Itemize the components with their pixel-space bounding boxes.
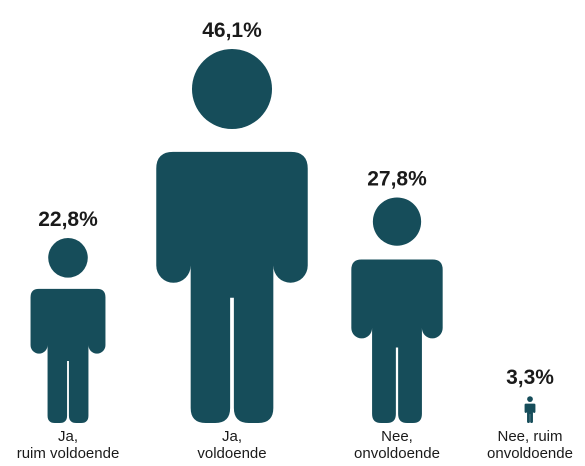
- category-label-3-line-2: onvoldoende: [354, 445, 440, 462]
- value-label-3: 27,8%: [367, 167, 427, 190]
- category-label-2-line-1: Ja,: [222, 428, 242, 445]
- person-body: [524, 403, 536, 423]
- value-label-2: 46,1%: [202, 19, 262, 42]
- person-figure-4: [524, 396, 536, 423]
- person-figure-2: [156, 48, 308, 423]
- category-label-1-line-2: ruim voldoende: [17, 445, 120, 462]
- person-head: [48, 238, 88, 278]
- person-body: [156, 151, 308, 423]
- person-head: [191, 48, 273, 130]
- person-figure-3: [351, 197, 443, 423]
- category-label-3-line-1: Nee,: [381, 428, 413, 445]
- value-label-4: 3,3%: [506, 366, 554, 389]
- category-label-2-line-2: voldoende: [197, 445, 266, 462]
- value-label-1: 22,8%: [38, 208, 98, 231]
- person-figure-1: [30, 238, 106, 423]
- person-head: [527, 396, 533, 402]
- person-body: [30, 288, 106, 423]
- category-label-4-line-1: Nee, ruim: [497, 428, 562, 445]
- category-label-1-line-1: Ja,: [58, 428, 78, 445]
- category-label-4-line-2: onvoldoende: [487, 445, 573, 462]
- person-body: [351, 259, 443, 423]
- person-head: [372, 197, 422, 246]
